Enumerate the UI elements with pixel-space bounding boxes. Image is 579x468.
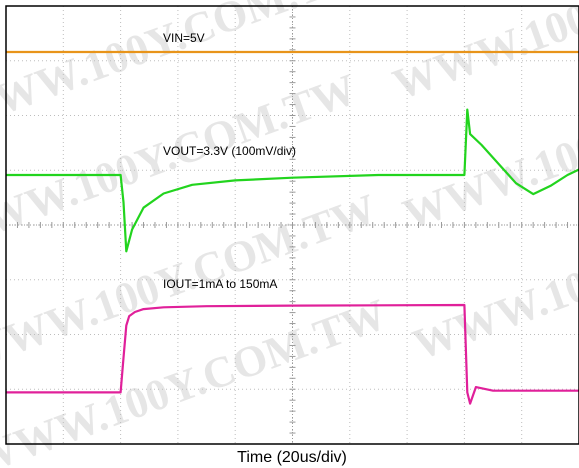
series-label-iout: IOUT=1mA to 150mA: [163, 277, 277, 291]
series-label-vout: VOUT=3.3V (100mV/div): [163, 144, 296, 158]
traces: [6, 50, 579, 405]
x-axis-title: Time (20us/div): [237, 449, 347, 466]
grid: [5, 5, 579, 445]
plot-frame: [5, 5, 579, 445]
series-label-vin: VIN=5V: [163, 31, 205, 45]
vout-trace: [6, 108, 579, 253]
iout-trace: [6, 303, 579, 405]
